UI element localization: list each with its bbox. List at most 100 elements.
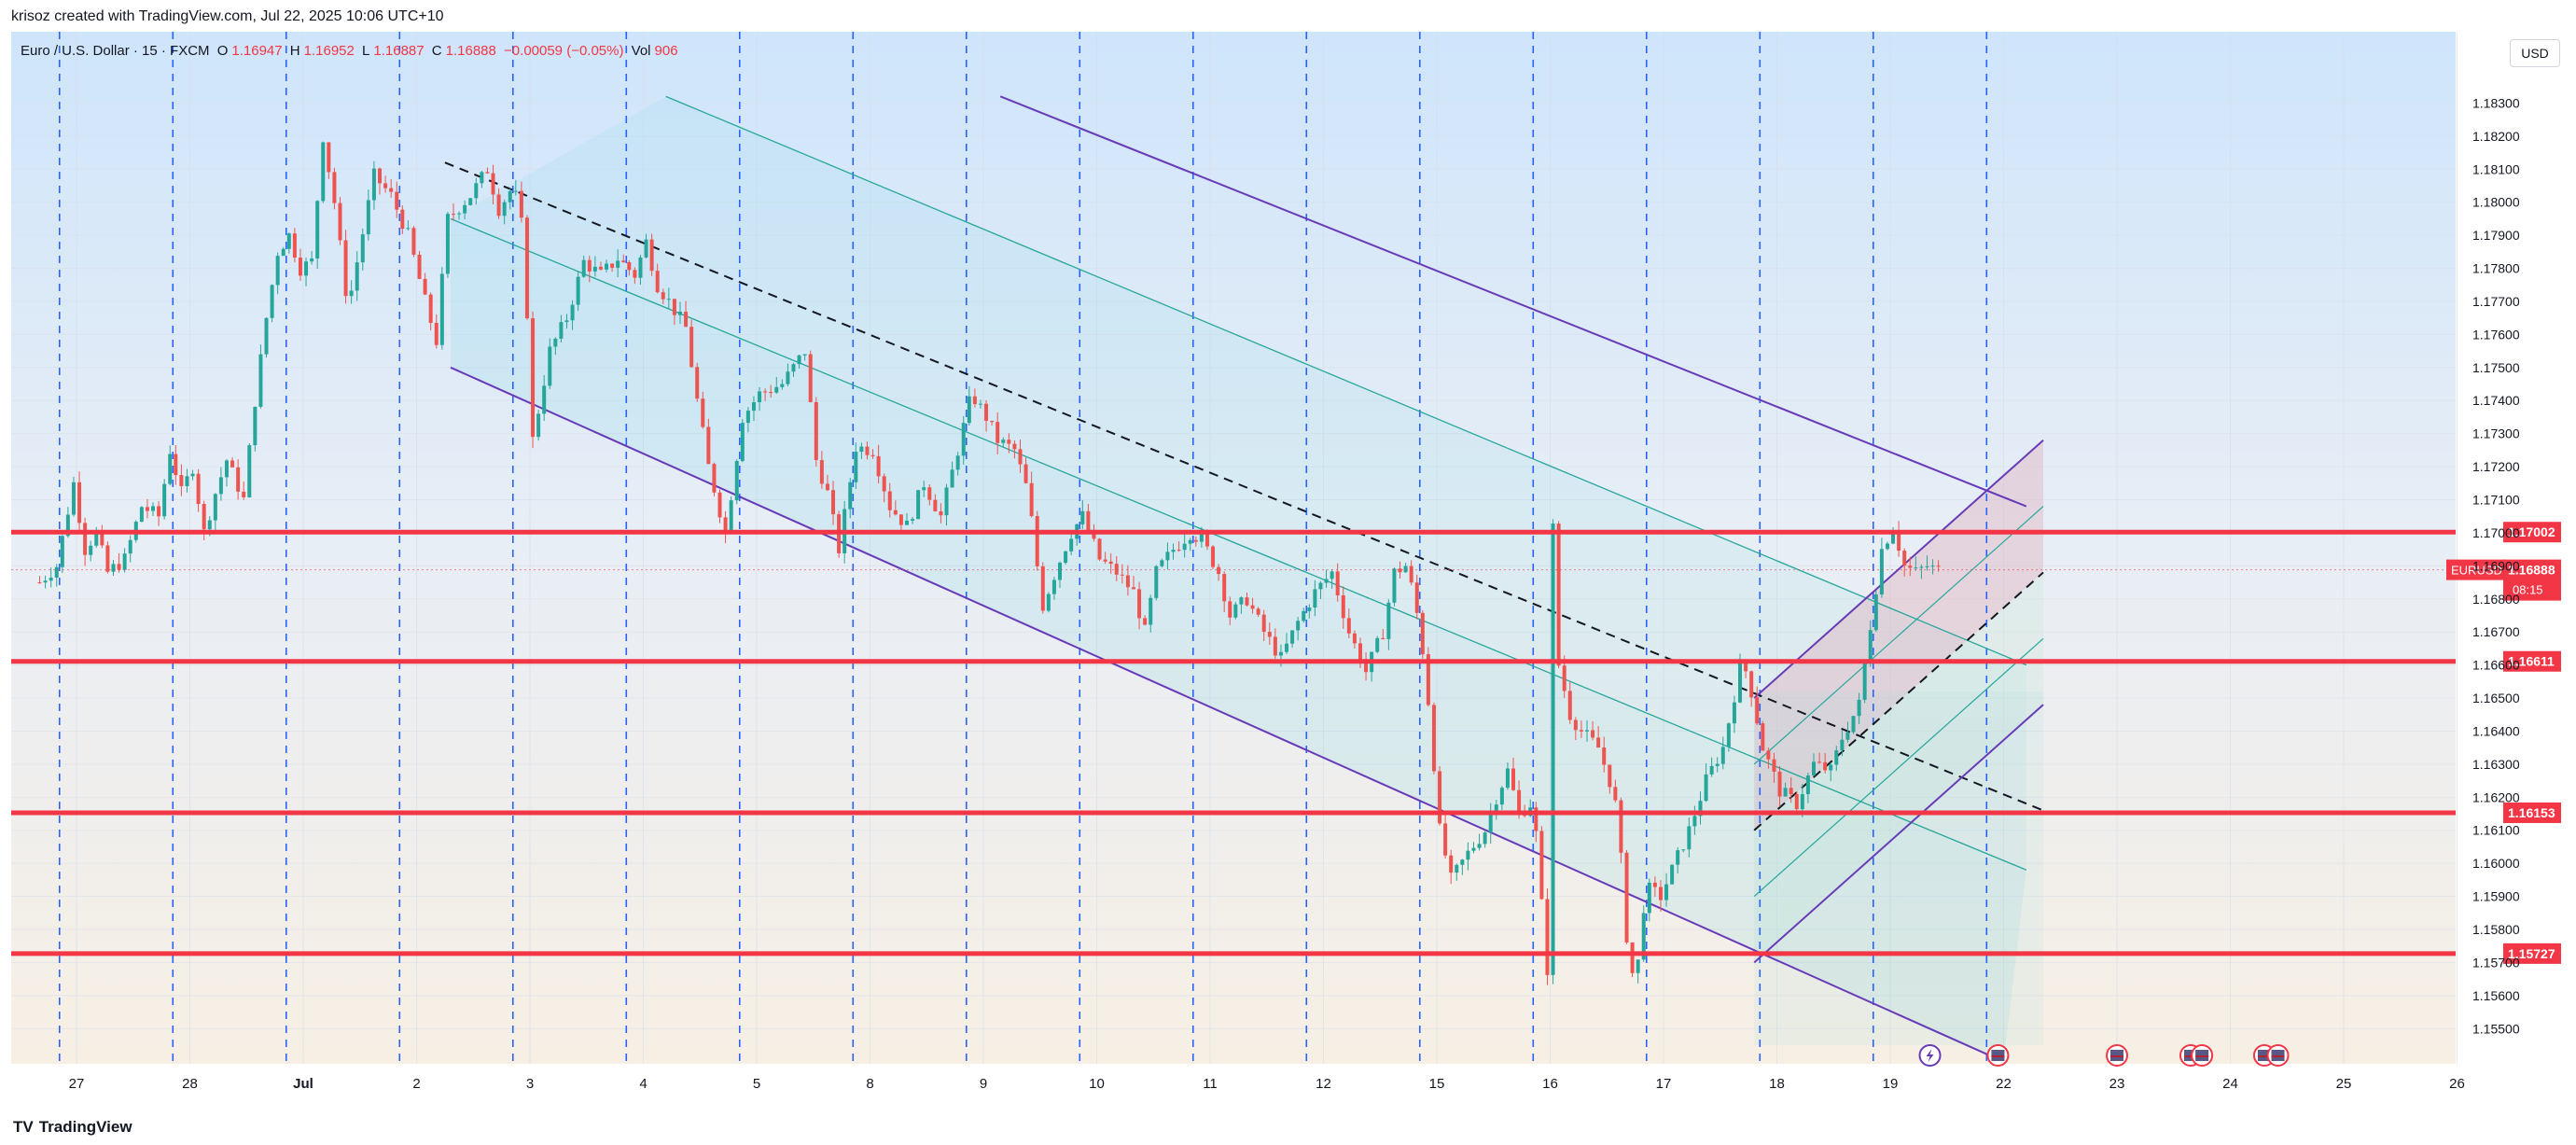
candle-body [378, 168, 383, 184]
candle-body [1420, 612, 1425, 655]
candle-body [655, 271, 660, 293]
high-label: H [289, 43, 300, 59]
change-value: −0.00059 (−0.05%) [504, 43, 624, 59]
key-level-label-bg [2503, 802, 2561, 823]
candle-body [355, 262, 359, 291]
time-tick-label: Jul [293, 1076, 313, 1092]
candle-body [1545, 899, 1550, 975]
candle-body [1154, 566, 1159, 598]
candle-body [1789, 788, 1793, 795]
candle-body [1204, 533, 1209, 547]
volume-label: Vol [631, 43, 651, 59]
candle-body [1914, 567, 1918, 569]
candle-body [1426, 654, 1430, 705]
price-tick-label: 1.17900 [2472, 228, 2520, 243]
candle-body [1188, 539, 1192, 544]
candle-body [1720, 747, 1725, 764]
key-level-label-bg [2503, 650, 2561, 672]
price-tick-label: 1.16300 [2472, 757, 2520, 772]
candle-body [1398, 568, 1402, 573]
candle-body [1851, 716, 1856, 733]
candle-body [1245, 597, 1249, 606]
candle-body [1772, 759, 1776, 772]
candle-body [1023, 464, 1028, 483]
candle-body [961, 423, 966, 456]
candle-body [480, 172, 484, 184]
horizontal-levels[interactable]: 1.17002 1.16611 1.16153 1.15727 EURUSD 1.1688… [11, 522, 2561, 964]
candle-body [1182, 543, 1187, 551]
price-tick-label: 1.15600 [2472, 988, 2520, 1003]
candle-body [1358, 643, 1362, 663]
price-tick-label: 1.16500 [2472, 691, 2520, 705]
footer: TV TradingView [0, 1110, 2576, 1145]
candle-body [1670, 864, 1675, 885]
candle-body [1613, 787, 1618, 801]
candle-body [1131, 587, 1135, 590]
currency-button[interactable]: USD [2510, 39, 2560, 67]
candle-body [1318, 582, 1323, 590]
candle-body [298, 258, 302, 276]
candle-body [60, 536, 64, 567]
candle-body [797, 355, 801, 365]
candle-body [1567, 691, 1572, 720]
candle-body [870, 454, 875, 456]
candle-body [1511, 768, 1516, 790]
time-axis[interactable]: 27 28 Jul 2 3 4 5 8 9 10 11 12 15 16 17 18 19 22 23 24 25 26 [69, 1076, 2465, 1092]
candle-body [717, 492, 722, 518]
candle-body [1551, 524, 1555, 975]
price-axis[interactable]: 1.18300 1.18200 1.18100 1.18000 1.17900 1.178… [2472, 95, 2520, 1036]
candle-body [111, 564, 116, 572]
time-tick-label: 15 [1429, 1076, 1445, 1092]
candle-body [1556, 524, 1561, 666]
tradingview-brand[interactable]: TV TradingView [13, 1118, 132, 1137]
candle-body [1766, 750, 1771, 760]
candle-body [939, 510, 943, 516]
candle-body [190, 473, 195, 477]
candle-body [808, 354, 813, 402]
candle-body [758, 391, 762, 403]
price-tick-label: 1.17300 [2472, 426, 2520, 441]
symbol-description[interactable]: Euro / U.S. Dollar · 15 · FXCM [21, 43, 210, 59]
price-tick-label: 1.16200 [2472, 789, 2520, 804]
candle-body [1925, 566, 1929, 567]
candlesticks [37, 141, 1941, 985]
key-level-label-bg [2503, 522, 2561, 543]
candle-body [1477, 844, 1482, 848]
candle-body [202, 504, 206, 530]
candle-body [1064, 551, 1068, 564]
candle-body [65, 514, 70, 537]
price-tick-label: 1.17500 [2472, 360, 2520, 375]
event-markers[interactable] [1918, 1044, 2290, 1067]
rising-channel-inner-line [1753, 637, 2044, 898]
candle-body [502, 202, 507, 216]
candle-body [463, 204, 467, 214]
candle-body [587, 259, 592, 272]
candle-body [1834, 750, 1839, 765]
candle-body [933, 499, 938, 511]
candle-body [179, 475, 184, 486]
candle-body [1692, 816, 1697, 827]
channel-inner-line [450, 217, 2027, 871]
candle-body [1641, 913, 1646, 960]
price-tick-label: 1.17400 [2472, 393, 2520, 408]
price-chart[interactable]: 1.17002 1.16611 1.16153 1.15727 EURUSD 1.1688… [0, 32, 2576, 1110]
candle-body [1726, 723, 1731, 747]
candle-body [1239, 597, 1244, 605]
candle-body [128, 539, 132, 554]
candle-body [445, 214, 450, 274]
candle-body [831, 490, 836, 515]
time-tick-label: 24 [2222, 1076, 2238, 1092]
candle-body [1018, 449, 1023, 465]
candle-body [1505, 768, 1510, 789]
candle-body [802, 354, 807, 356]
candle-body [548, 346, 552, 386]
candle-body [1744, 663, 1748, 672]
top-bar: krisoz created with TradingView.com, Jul… [0, 0, 2576, 32]
price-tick-label: 1.16100 [2472, 823, 2520, 838]
time-tick-label: 27 [69, 1076, 85, 1092]
candle-body [911, 519, 915, 521]
credit-text: krisoz created with TradingView.com, Jul… [11, 8, 444, 24]
candle-body [1256, 608, 1260, 615]
time-tick-label: 18 [1769, 1076, 1785, 1092]
candle-body [224, 460, 229, 478]
